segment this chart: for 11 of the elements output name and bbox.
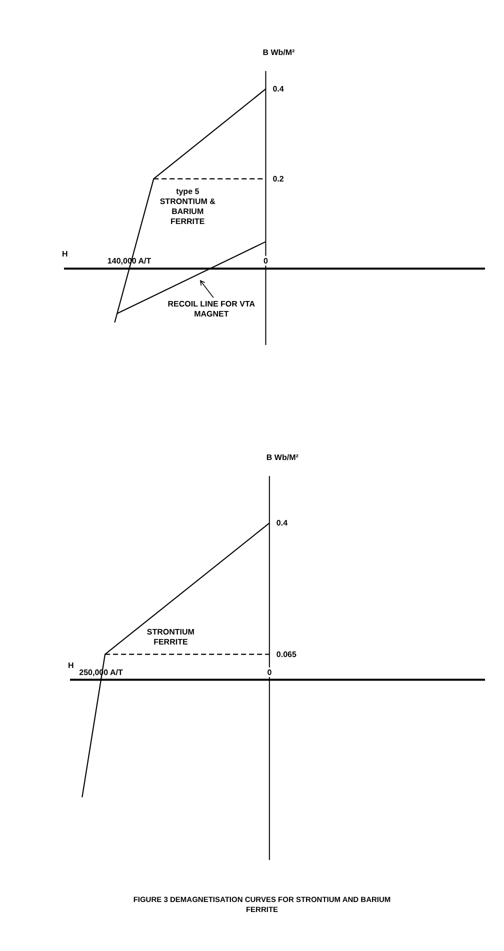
y-tick-label: 0.4 xyxy=(272,84,284,94)
y-tick-label: 0.065 xyxy=(276,650,297,659)
series-label: type 5 STRONTIUM & BARIUM FERRITE xyxy=(160,186,216,226)
y-axis-title: B Wb/M² xyxy=(266,453,299,462)
y-tick-label: 0.4 xyxy=(276,518,288,528)
y-tick-label: 0.2 xyxy=(272,174,284,184)
legend-label: RECOIL LINE FOR VTA MAGNET xyxy=(168,300,256,319)
y-axis-title: B Wb/M² xyxy=(262,48,296,57)
series-label: STRONTIUM FERRITE xyxy=(146,627,195,646)
x-axis-title: H xyxy=(62,250,68,259)
x-axis-title: H xyxy=(68,660,74,670)
